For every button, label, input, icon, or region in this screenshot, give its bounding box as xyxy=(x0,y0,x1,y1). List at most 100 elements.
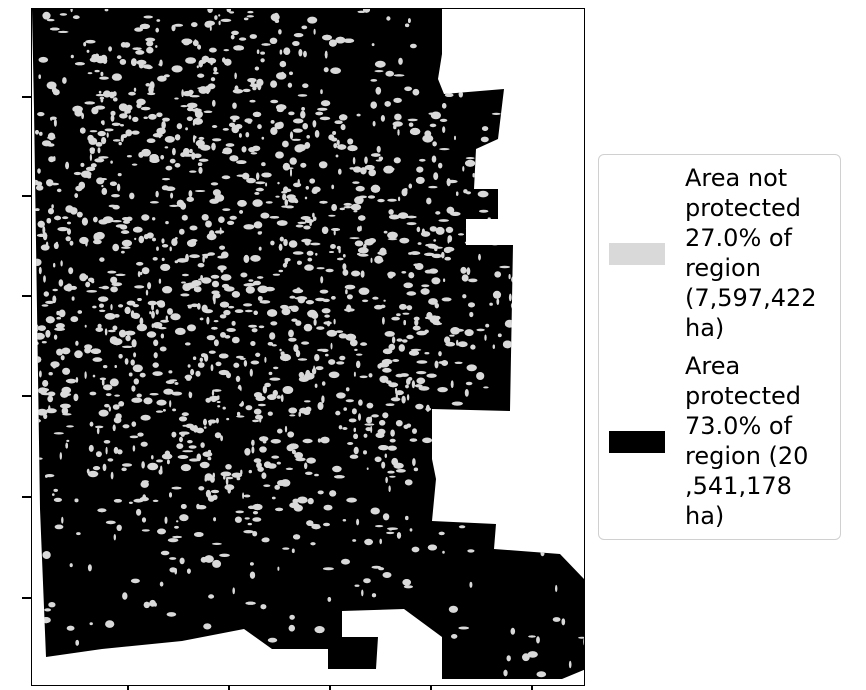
not-protected-patch xyxy=(250,152,258,155)
not-protected-patch xyxy=(319,200,328,204)
not-protected-patch xyxy=(545,311,551,314)
not-protected-patch xyxy=(401,395,406,404)
not-protected-patch xyxy=(277,566,280,571)
not-protected-patch xyxy=(374,60,386,68)
not-protected-patch xyxy=(416,166,424,173)
not-protected-patch xyxy=(450,380,454,389)
not-protected-patch xyxy=(33,258,42,266)
not-protected-patch xyxy=(169,246,172,252)
not-protected-patch xyxy=(141,480,149,483)
not-protected-patch xyxy=(313,318,317,326)
not-protected-patch xyxy=(98,296,109,302)
not-protected-patch xyxy=(161,178,171,181)
not-protected-patch xyxy=(174,260,179,264)
not-protected-patch xyxy=(271,455,280,459)
not-protected-patch xyxy=(186,102,198,109)
not-protected-patch xyxy=(353,446,359,455)
not-protected-patch xyxy=(41,140,52,147)
not-protected-patch xyxy=(51,204,54,209)
not-protected-patch xyxy=(105,446,108,455)
not-protected-patch xyxy=(291,318,298,322)
not-protected-patch xyxy=(424,329,429,334)
not-protected-patch xyxy=(248,279,254,282)
not-protected-patch xyxy=(141,214,150,221)
not-protected-patch xyxy=(52,361,57,369)
not-protected-patch xyxy=(244,309,253,313)
not-protected-patch xyxy=(34,324,39,332)
not-protected-patch xyxy=(95,425,104,429)
not-protected-patch xyxy=(403,282,413,289)
not-protected-patch xyxy=(296,287,301,293)
not-protected-patch xyxy=(70,54,74,59)
not-protected-patch xyxy=(546,79,557,87)
not-protected-patch xyxy=(246,15,254,18)
not-protected-patch xyxy=(198,158,209,162)
not-protected-patch xyxy=(189,225,198,231)
not-protected-patch xyxy=(517,535,527,541)
not-protected-patch xyxy=(98,409,109,417)
not-protected-patch xyxy=(178,416,188,422)
not-protected-patch xyxy=(197,362,205,368)
not-protected-patch xyxy=(40,244,50,251)
not-protected-patch xyxy=(52,295,57,304)
not-protected-patch xyxy=(255,352,261,357)
not-protected-patch xyxy=(330,244,336,249)
not-protected-patch xyxy=(491,112,501,115)
not-protected-patch xyxy=(216,401,221,403)
not-protected-patch xyxy=(106,132,109,138)
not-protected-patch xyxy=(156,246,159,251)
not-protected-patch xyxy=(174,568,177,575)
not-protected-patch xyxy=(277,428,283,434)
not-protected-patch xyxy=(408,122,414,127)
not-protected-patch xyxy=(143,601,150,609)
not-protected-patch xyxy=(384,331,395,337)
not-protected-patch xyxy=(392,121,403,127)
not-protected-patch xyxy=(395,469,406,473)
not-protected-patch xyxy=(269,216,280,219)
not-protected-patch xyxy=(60,403,71,409)
not-protected-patch xyxy=(76,532,81,536)
not-protected-patch xyxy=(399,658,410,664)
not-protected-patch xyxy=(197,143,201,149)
not-protected-patch xyxy=(462,294,467,299)
not-protected-patch xyxy=(37,220,45,228)
not-protected-patch xyxy=(378,567,385,571)
not-protected-patch xyxy=(181,273,189,277)
not-protected-patch xyxy=(268,371,273,376)
not-protected-patch xyxy=(214,432,222,439)
not-protected-patch xyxy=(511,342,519,348)
not-protected-patch xyxy=(169,158,176,164)
not-protected-patch xyxy=(213,339,219,347)
not-protected-patch xyxy=(486,72,494,79)
not-protected-patch xyxy=(465,381,473,386)
not-protected-patch xyxy=(324,314,330,318)
not-protected-patch xyxy=(364,538,373,546)
not-protected-patch xyxy=(305,471,313,475)
not-protected-patch xyxy=(398,212,409,219)
not-protected-patch xyxy=(208,350,216,354)
not-protected-patch xyxy=(496,298,500,305)
not-protected-patch xyxy=(93,216,98,223)
not-protected-patch xyxy=(330,67,341,74)
not-protected-patch xyxy=(136,59,147,66)
not-protected-patch xyxy=(565,144,572,150)
not-protected-patch xyxy=(65,161,69,170)
not-protected-patch xyxy=(293,504,303,512)
not-protected-patch xyxy=(274,484,280,490)
not-protected-patch xyxy=(507,17,517,23)
not-protected-patch xyxy=(469,311,474,318)
not-protected-patch xyxy=(120,134,124,142)
not-protected-patch xyxy=(461,433,464,439)
not-protected-patch xyxy=(179,431,190,435)
not-protected-patch xyxy=(546,25,556,33)
not-protected-patch xyxy=(420,288,430,295)
legend-entry-not-protected: Area not protected 27.0% of region (7,59… xyxy=(599,163,840,343)
not-protected-patch xyxy=(412,88,420,96)
not-protected-patch xyxy=(185,342,191,346)
not-protected-patch xyxy=(292,251,304,255)
not-protected-patch xyxy=(354,584,360,587)
not-protected-patch xyxy=(171,24,176,32)
not-protected-patch xyxy=(130,578,140,584)
not-protected-patch xyxy=(570,355,581,364)
not-protected-patch xyxy=(306,457,316,464)
